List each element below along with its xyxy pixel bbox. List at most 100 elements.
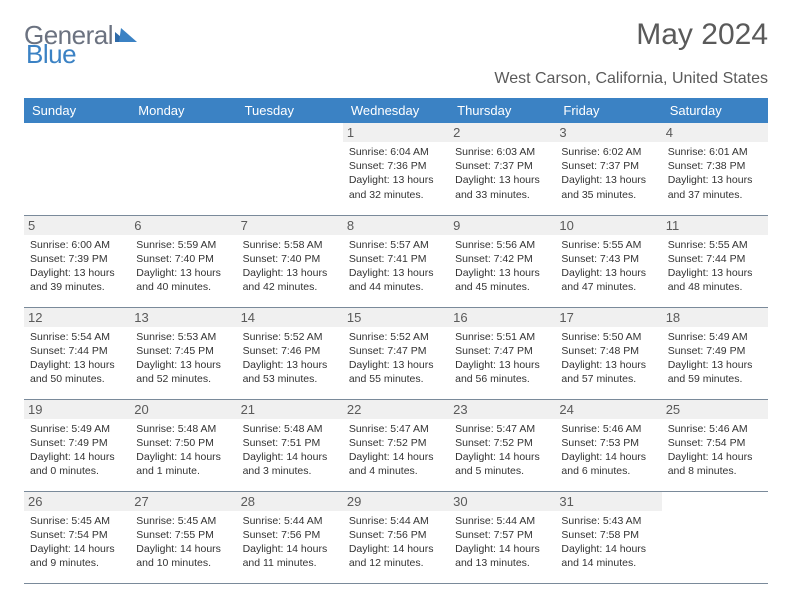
calendar-cell: 10 Sunrise: 5:55 AMSunset: 7:43 PMDayligh… bbox=[555, 215, 661, 307]
calendar-cell: 28 Sunrise: 5:44 AMSunset: 7:56 PMDayligh… bbox=[237, 491, 343, 583]
day-details: Sunrise: 5:47 AMSunset: 7:52 PMDaylight:… bbox=[455, 422, 549, 479]
day-details: Sunrise: 6:02 AMSunset: 7:37 PMDaylight:… bbox=[561, 145, 655, 202]
day-details: Sunrise: 5:45 AMSunset: 7:55 PMDaylight:… bbox=[136, 514, 230, 571]
day-number: 17 bbox=[555, 308, 661, 327]
day-details: Sunrise: 5:58 AMSunset: 7:40 PMDaylight:… bbox=[243, 238, 337, 295]
logo-mark-icon bbox=[115, 18, 137, 49]
calendar-row: ...1Sunrise: 6:04 AMSunset: 7:36 PMDayli… bbox=[24, 123, 768, 215]
day-number: 10 bbox=[555, 216, 661, 235]
calendar-cell: 20Sunrise: 5:48 AMSunset: 7:50 PMDayligh… bbox=[130, 399, 236, 491]
calendar-cell: 27 Sunrise: 5:45 AMSunset: 7:55 PMDayligh… bbox=[130, 491, 236, 583]
day-details: Sunrise: 5:50 AMSunset: 7:48 PMDaylight:… bbox=[561, 330, 655, 387]
day-number: 2 bbox=[449, 123, 555, 142]
calendar-cell: 9 Sunrise: 5:56 AMSunset: 7:42 PMDaylight… bbox=[449, 215, 555, 307]
day-number: 15 bbox=[343, 308, 449, 327]
day-details: Sunrise: 5:52 AMSunset: 7:46 PMDaylight:… bbox=[243, 330, 337, 387]
calendar-cell: 31 Sunrise: 5:43 AMSunset: 7:58 PMDayligh… bbox=[555, 491, 661, 583]
calendar-cell: . bbox=[237, 123, 343, 215]
day-details: Sunrise: 5:49 AMSunset: 7:49 PMDaylight:… bbox=[30, 422, 124, 479]
day-details: Sunrise: 5:53 AMSunset: 7:45 PMDaylight:… bbox=[136, 330, 230, 387]
day-details: Sunrise: 5:47 AMSunset: 7:52 PMDaylight:… bbox=[349, 422, 443, 479]
day-number: 13 bbox=[130, 308, 236, 327]
day-details: Sunrise: 5:44 AMSunset: 7:56 PMDaylight:… bbox=[243, 514, 337, 571]
day-details: Sunrise: 5:55 AMSunset: 7:43 PMDaylight:… bbox=[561, 238, 655, 295]
weekday-header: Sunday bbox=[24, 98, 130, 123]
day-number: 19 bbox=[24, 400, 130, 419]
day-number: 31 bbox=[555, 492, 661, 511]
day-details: Sunrise: 5:46 AMSunset: 7:54 PMDaylight:… bbox=[668, 422, 762, 479]
calendar-cell: 8 Sunrise: 5:57 AMSunset: 7:41 PMDaylight… bbox=[343, 215, 449, 307]
day-details: Sunrise: 5:52 AMSunset: 7:47 PMDaylight:… bbox=[349, 330, 443, 387]
weekday-header: Tuesday bbox=[237, 98, 343, 123]
day-number: 29 bbox=[343, 492, 449, 511]
day-number: 5 bbox=[24, 216, 130, 235]
weekday-header: Thursday bbox=[449, 98, 555, 123]
day-number: 26 bbox=[24, 492, 130, 511]
calendar-row: 12Sunrise: 5:54 AMSunset: 7:44 PMDayligh… bbox=[24, 307, 768, 399]
day-number: 12 bbox=[24, 308, 130, 327]
day-number: 14 bbox=[237, 308, 343, 327]
weekday-header: Saturday bbox=[662, 98, 768, 123]
calendar-cell: 15 Sunrise: 5:52 AMSunset: 7:47 PMDayligh… bbox=[343, 307, 449, 399]
day-details: Sunrise: 6:04 AMSunset: 7:36 PMDaylight:… bbox=[349, 145, 443, 202]
day-details: Sunrise: 5:45 AMSunset: 7:54 PMDaylight:… bbox=[30, 514, 124, 571]
day-details: Sunrise: 6:03 AMSunset: 7:37 PMDaylight:… bbox=[455, 145, 549, 202]
day-details: Sunrise: 5:57 AMSunset: 7:41 PMDaylight:… bbox=[349, 238, 443, 295]
calendar-cell: 17 Sunrise: 5:50 AMSunset: 7:48 PMDayligh… bbox=[555, 307, 661, 399]
calendar-table: SundayMondayTuesdayWednesdayThursdayFrid… bbox=[24, 98, 768, 584]
day-number: 23 bbox=[449, 400, 555, 419]
day-number: 16 bbox=[449, 308, 555, 327]
day-details: Sunrise: 5:46 AMSunset: 7:53 PMDaylight:… bbox=[561, 422, 655, 479]
day-number: 1 bbox=[343, 123, 449, 142]
day-number: 11 bbox=[662, 216, 768, 235]
calendar-cell: 30Sunrise: 5:44 AMSunset: 7:57 PMDayligh… bbox=[449, 491, 555, 583]
calendar-cell: 29 Sunrise: 5:44 AMSunset: 7:56 PMDayligh… bbox=[343, 491, 449, 583]
day-number: 18 bbox=[662, 308, 768, 327]
weekday-header-row: SundayMondayTuesdayWednesdayThursdayFrid… bbox=[24, 98, 768, 123]
day-details: Sunrise: 5:56 AMSunset: 7:42 PMDaylight:… bbox=[455, 238, 549, 295]
calendar-cell: . bbox=[662, 491, 768, 583]
day-details: Sunrise: 5:44 AMSunset: 7:56 PMDaylight:… bbox=[349, 514, 443, 571]
day-number: 28 bbox=[237, 492, 343, 511]
calendar-cell: 3Sunrise: 6:02 AMSunset: 7:37 PMDaylight… bbox=[555, 123, 661, 215]
day-details: Sunrise: 5:49 AMSunset: 7:49 PMDaylight:… bbox=[668, 330, 762, 387]
calendar-cell: 11 Sunrise: 5:55 AMSunset: 7:44 PMDayligh… bbox=[662, 215, 768, 307]
weekday-header: Wednesday bbox=[343, 98, 449, 123]
day-number: 22 bbox=[343, 400, 449, 419]
day-details: Sunrise: 5:51 AMSunset: 7:47 PMDaylight:… bbox=[455, 330, 549, 387]
calendar-cell: . bbox=[24, 123, 130, 215]
day-number: 7 bbox=[237, 216, 343, 235]
location-text: West Carson, California, United States bbox=[24, 70, 768, 88]
calendar-cell: 19 Sunrise: 5:49 AMSunset: 7:49 PMDayligh… bbox=[24, 399, 130, 491]
calendar-cell: 5 Sunrise: 6:00 AMSunset: 7:39 PMDaylight… bbox=[24, 215, 130, 307]
calendar-cell: 1 Sunrise: 6:04 AMSunset: 7:36 PMDaylight… bbox=[343, 123, 449, 215]
calendar-cell: 24 Sunrise: 5:46 AMSunset: 7:53 PMDayligh… bbox=[555, 399, 661, 491]
day-number: 8 bbox=[343, 216, 449, 235]
calendar-cell: 7 Sunrise: 5:58 AMSunset: 7:40 PMDaylight… bbox=[237, 215, 343, 307]
calendar-cell: 18 Sunrise: 5:49 AMSunset: 7:49 PMDayligh… bbox=[662, 307, 768, 399]
calendar-row: 26 Sunrise: 5:45 AMSunset: 7:54 PMDayligh… bbox=[24, 491, 768, 583]
day-number: 21 bbox=[237, 400, 343, 419]
calendar-cell: 26 Sunrise: 5:45 AMSunset: 7:54 PMDayligh… bbox=[24, 491, 130, 583]
day-number: 25 bbox=[662, 400, 768, 419]
day-number: 27 bbox=[130, 492, 236, 511]
day-details: Sunrise: 6:00 AMSunset: 7:39 PMDaylight:… bbox=[30, 238, 124, 295]
day-number: 6 bbox=[130, 216, 236, 235]
day-details: Sunrise: 5:44 AMSunset: 7:57 PMDaylight:… bbox=[455, 514, 549, 571]
day-details: Sunrise: 5:48 AMSunset: 7:51 PMDaylight:… bbox=[243, 422, 337, 479]
logo-text-2: Blue bbox=[26, 39, 76, 70]
calendar-cell: 2 Sunrise: 6:03 AMSunset: 7:37 PMDaylight… bbox=[449, 123, 555, 215]
weekday-header: Monday bbox=[130, 98, 236, 123]
day-details: Sunrise: 5:43 AMSunset: 7:58 PMDaylight:… bbox=[561, 514, 655, 571]
day-number: 9 bbox=[449, 216, 555, 235]
day-details: Sunrise: 5:55 AMSunset: 7:44 PMDaylight:… bbox=[668, 238, 762, 295]
calendar-cell: 6 Sunrise: 5:59 AMSunset: 7:40 PMDaylight… bbox=[130, 215, 236, 307]
calendar-cell: . bbox=[130, 123, 236, 215]
calendar-row: 19 Sunrise: 5:49 AMSunset: 7:49 PMDayligh… bbox=[24, 399, 768, 491]
calendar-cell: 13 Sunrise: 5:53 AMSunset: 7:45 PMDayligh… bbox=[130, 307, 236, 399]
calendar-cell: 12Sunrise: 5:54 AMSunset: 7:44 PMDayligh… bbox=[24, 307, 130, 399]
day-number: 24 bbox=[555, 400, 661, 419]
day-number: 20 bbox=[130, 400, 236, 419]
day-details: Sunrise: 5:59 AMSunset: 7:40 PMDaylight:… bbox=[136, 238, 230, 295]
page-title: May 2024 bbox=[636, 18, 768, 52]
